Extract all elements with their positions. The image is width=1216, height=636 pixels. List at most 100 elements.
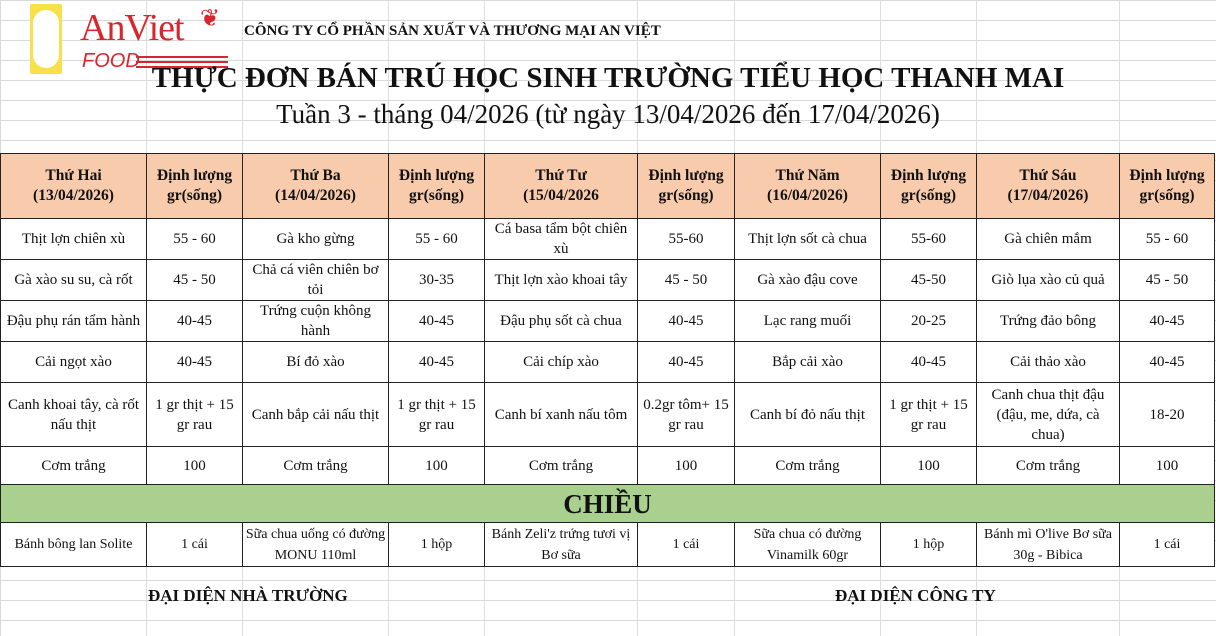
table-row: Canh khoai tây, cà rốt nấu thịt 1 gr thịt… xyxy=(0,382,1215,447)
day-date: (17/04/2026) xyxy=(1007,187,1089,204)
snack-cell: Bánh mì O'live Bơ sữa 30g - Bibica xyxy=(976,522,1120,567)
dish-cell: Cải chíp xào xyxy=(484,341,638,383)
dish-cell: Cơm trắng xyxy=(734,446,881,485)
table-row: Đậu phụ rán tẩm hành 40-45 Trứng cuộn khôn… xyxy=(0,300,1215,342)
leaf-icon: ❦ xyxy=(200,6,221,32)
dish-cell: Cơm trắng xyxy=(0,446,147,485)
quantity-unit: gr(sống) xyxy=(408,187,465,204)
menu-table: Thứ Hai (13/04/2026) Định lượng gr(sống) Thứ… xyxy=(0,153,1215,567)
snack-cell: Sữa chua uống có đường MONU 110ml xyxy=(242,522,389,567)
snack-quantity-cell: 1 cái xyxy=(146,522,243,567)
quantity-cell: 40-45 xyxy=(146,341,243,383)
quantity-unit: gr(sống) xyxy=(1139,187,1195,204)
quantity-cell: 0.2gr tôm+ 15 gr rau xyxy=(637,382,735,447)
logo-badge-icon xyxy=(30,4,62,74)
snack-quantity-cell: 1 hộp xyxy=(388,522,485,567)
section-row: CHIỀU xyxy=(0,484,1215,523)
quantity-cell: 45 - 50 xyxy=(1119,259,1215,301)
dish-cell: Đậu phụ rán tẩm hành xyxy=(0,300,147,342)
quantity-cell: 20-25 xyxy=(880,300,977,342)
day-date: (16/04/2026) xyxy=(767,187,848,204)
dish-cell: Thịt lợn chiên xù xyxy=(0,218,147,260)
quantity-cell: 40-45 xyxy=(637,341,735,383)
quantity-label: Định lượng xyxy=(648,167,724,184)
quantity-cell: 55 - 60 xyxy=(146,218,243,260)
dish-cell: Canh chua thịt đậu (đậu, me, dứa, cà chu… xyxy=(976,382,1120,447)
quantity-label: Định lượng xyxy=(398,167,475,184)
quantity-cell: 100 xyxy=(880,446,977,485)
quantity-unit: gr(sống) xyxy=(658,187,714,204)
quantity-cell: 100 xyxy=(637,446,735,485)
dish-cell: Bí đỏ xào xyxy=(242,341,389,383)
dish-cell: Gà xào su su, cà rốt xyxy=(0,259,147,301)
day-date: (14/04/2026) xyxy=(275,187,356,204)
dish-cell: Trứng đảo bông xyxy=(976,300,1120,342)
day-header: Thứ Tư (15/04/2026 xyxy=(484,153,638,219)
quantity-cell: 1 gr thịt + 15 gr rau xyxy=(880,382,977,447)
day-header: Thứ Năm (16/04/2026) xyxy=(734,153,881,219)
quantity-unit: gr(sống) xyxy=(166,187,223,204)
quantity-cell: 40-45 xyxy=(1119,341,1215,383)
quantity-cell: 30-35 xyxy=(388,259,485,301)
company-logo: AnViet ❦ FOOD xyxy=(28,4,228,74)
dish-cell: Lạc rang muối xyxy=(734,300,881,342)
quantity-cell: 55 - 60 xyxy=(1119,218,1215,260)
quantity-cell: 55 - 60 xyxy=(388,218,485,260)
quantity-header: Định lượng gr(sống) xyxy=(388,153,485,219)
day-header: Thứ Ba (14/04/2026) xyxy=(242,153,389,219)
day-name: Thứ Năm xyxy=(775,167,840,184)
quantity-cell: 1 gr thịt + 15 gr rau xyxy=(388,382,485,447)
quantity-cell: 40-45 xyxy=(1119,300,1215,342)
dish-cell: Trứng cuộn không hành xyxy=(242,300,389,342)
quantity-header: Định lượng gr(sống) xyxy=(146,153,243,219)
quantity-cell: 40-45 xyxy=(637,300,735,342)
table-row: Thịt lợn chiên xù 55 - 60 Gà kho gừng 55 - … xyxy=(0,218,1215,260)
page-subtitle: Tuần 3 - tháng 04/2026 (từ ngày 13/04/20… xyxy=(276,99,940,129)
company-signature-label: ĐẠI DIỆN CÔNG TY xyxy=(835,586,996,605)
quantity-cell: 1 gr thịt + 15 gr rau xyxy=(146,382,243,447)
snack-cell: Bánh Zeli'z trứng tươi vị Bơ sữa xyxy=(484,522,638,567)
dish-cell: Thịt lợn xào khoai tây xyxy=(484,259,638,301)
dish-cell: Bắp cải xào xyxy=(734,341,881,383)
school-signature-label: ĐẠI DIỆN NHÀ TRƯỜNG xyxy=(148,586,348,605)
logo-lines xyxy=(136,56,228,70)
quantity-label: Định lượng xyxy=(156,167,233,184)
dish-cell: Cơm trắng xyxy=(976,446,1120,485)
table-row: Cơm trắng 100 Cơm trắng 100 Cơm trắng 100 Cơm … xyxy=(0,446,1215,485)
quantity-header: Định lượng gr(sống) xyxy=(880,153,977,219)
quantity-cell: 45-50 xyxy=(880,259,977,301)
dish-cell: Cá basa tẩm bột chiên xù xyxy=(484,218,638,260)
dish-cell: Cải thảo xào xyxy=(976,341,1120,383)
snack-cell: Sữa chua có đường Vinamilk 60gr xyxy=(734,522,881,567)
snack-row: Bánh bông lan Solite 1 cái Sữa chua uống c… xyxy=(0,522,1215,567)
quantity-cell: 45 - 50 xyxy=(146,259,243,301)
dish-cell: Giò lụa xào củ quả xyxy=(976,259,1120,301)
quantity-label: Định lượng xyxy=(890,167,967,184)
snack-quantity-cell: 1 hộp xyxy=(880,522,977,567)
dish-cell: Gà kho gừng xyxy=(242,218,389,260)
dish-cell: Đậu phụ sốt cà chua xyxy=(484,300,638,342)
dish-cell: Gà chiên mắm xyxy=(976,218,1120,260)
quantity-cell: 55-60 xyxy=(637,218,735,260)
snack-cell: Bánh bông lan Solite xyxy=(0,522,147,567)
quantity-header: Định lượng gr(sống) xyxy=(637,153,735,219)
dish-cell: Gà xào đậu cove xyxy=(734,259,881,301)
day-name: Thứ Ba xyxy=(290,167,341,184)
dish-cell: Chả cá viên chiên bơ tỏi xyxy=(242,259,389,301)
logo-sub: FOOD xyxy=(82,50,140,72)
day-name: Thứ Sáu xyxy=(1019,167,1077,184)
quantity-cell: 18-20 xyxy=(1119,382,1215,447)
quantity-unit: gr(sống) xyxy=(900,187,957,204)
quantity-cell: 100 xyxy=(146,446,243,485)
quantity-cell: 45 - 50 xyxy=(637,259,735,301)
quantity-cell: 40-45 xyxy=(388,300,485,342)
company-name: CÔNG TY CỔ PHẦN SẢN XUẤT VÀ THƯƠNG MẠI A… xyxy=(244,23,661,39)
dish-cell: Canh khoai tây, cà rốt nấu thịt xyxy=(0,382,147,447)
dish-cell: Canh bí đỏ nấu thịt xyxy=(734,382,881,447)
quantity-cell: 40-45 xyxy=(388,341,485,383)
dish-cell: Cải ngọt xào xyxy=(0,341,147,383)
day-date: (13/04/2026) xyxy=(33,187,114,204)
section-title: CHIỀU xyxy=(0,484,1215,523)
header-row: Thứ Hai (13/04/2026) Định lượng gr(sống) Thứ… xyxy=(0,153,1215,219)
page-title: THỰC ĐƠN BÁN TRÚ HỌC SINH TRƯỜNG TIỂU HỌ… xyxy=(151,62,1065,94)
